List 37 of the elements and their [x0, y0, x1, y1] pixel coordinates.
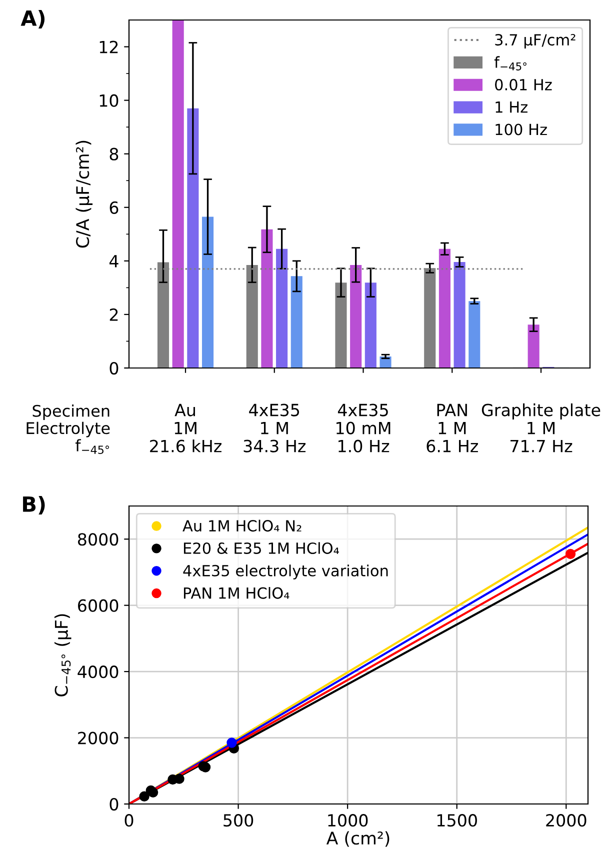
- x-tick-label: 4xE35 1 M 34.3 Hz: [244, 404, 306, 452]
- legend-label: Au 1M HClO₄ N₂: [182, 520, 302, 532]
- y-tick-label: 8: [110, 148, 118, 160]
- y-axis-title: C/A (µF/cm²): [76, 140, 93, 248]
- y-tick-label: 4000: [78, 666, 118, 678]
- x-tick-label: PAN 1 M 6.1 Hz: [426, 404, 478, 452]
- y-tick-label: 0: [110, 362, 118, 375]
- legend-label: f$_{−45°}$: [494, 56, 526, 70]
- y-tick-label: 6: [110, 201, 118, 214]
- legend-label: PAN 1M HClO₄: [184, 587, 290, 599]
- y-tick-label: 12: [100, 40, 118, 54]
- y-tick-label: 0: [110, 798, 118, 811]
- x-tick-label: 1500: [437, 814, 477, 827]
- y-axis-title: C$_{−45°}$ (µF): [54, 614, 72, 696]
- chart-title: B): [23, 496, 45, 514]
- x-tick-label: 4xE35 10 mM 1.0 Hz: [336, 404, 390, 452]
- x-tick-label: Au 1M 21.6 kHz: [150, 404, 222, 452]
- x-tick-label: Graphite plate 1 M 71.7 Hz: [482, 403, 600, 452]
- x-axis-title: A (cm²): [326, 831, 390, 847]
- y-tick-label: 4: [109, 255, 118, 268]
- y-tick-label: 8000: [78, 533, 118, 546]
- y-tick-label: 2000: [78, 732, 118, 744]
- chart-title: A): [20, 10, 45, 28]
- legend-label: 1 Hz: [496, 101, 528, 113]
- x-tick-label: 500: [224, 814, 254, 827]
- legend-label: E20 & E35 1M HClO₄: [184, 542, 339, 554]
- x-tick-label: 2000: [546, 814, 586, 827]
- legend-label: 4xE35 electrolyte variation: [183, 564, 388, 580]
- x-tick-label: 1000: [328, 814, 368, 827]
- text: Specimen Electrolyte f$_{−45°}$: [26, 404, 110, 454]
- legend-label: 0.01 Hz: [495, 78, 552, 90]
- x-tick-label: 0: [124, 814, 134, 827]
- legend-label: 100 Hz: [496, 124, 547, 136]
- y-tick-label: 10: [100, 94, 118, 107]
- y-tick-label: 2: [110, 308, 118, 321]
- y-tick-label: 6000: [78, 599, 118, 612]
- legend-label: 3.7 µF/cm²: [495, 34, 576, 49]
